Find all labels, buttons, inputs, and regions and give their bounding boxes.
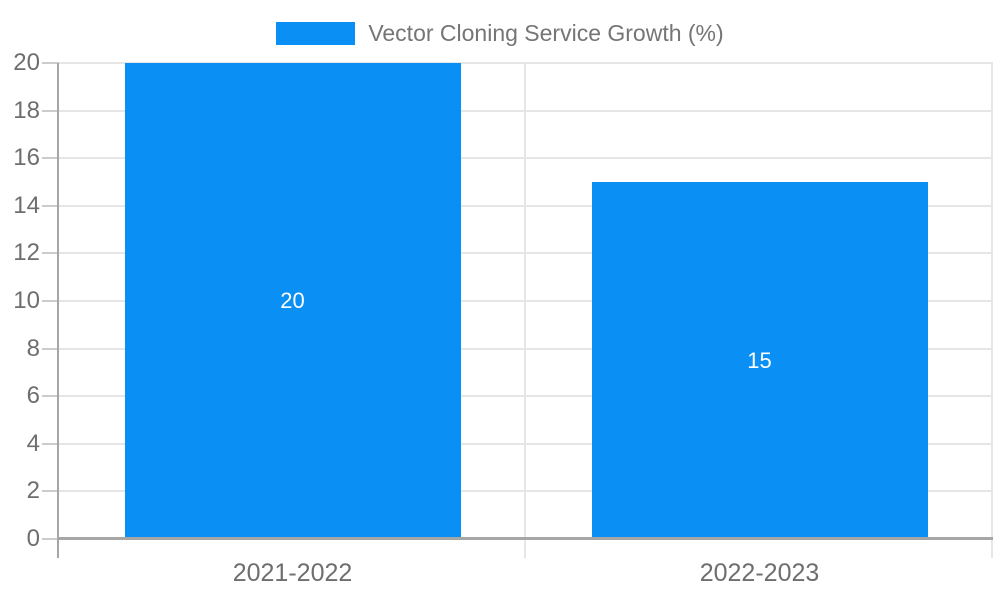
y-tick-12 <box>42 252 59 255</box>
y-tick-0 <box>42 538 59 540</box>
category-boundary-2 <box>991 63 993 558</box>
y-tick-20 <box>42 62 59 64</box>
y-tick-4 <box>42 442 59 445</box>
bar-2021-2022 <box>124 63 461 539</box>
y-axis-label-8: 8 <box>26 334 40 362</box>
y-tick-16 <box>42 157 59 160</box>
gridline-y-8 <box>59 347 993 350</box>
category-boundary-1 <box>524 63 526 558</box>
gridline-y-2 <box>59 490 993 493</box>
bar-value-label-2022-2023: 15 <box>747 347 772 373</box>
y-axis-label-4: 4 <box>26 429 40 457</box>
y-axis-label-2: 2 <box>26 477 40 505</box>
y-tick-18 <box>42 109 59 112</box>
y-axis-label-20: 20 <box>13 49 40 76</box>
y-tick-10 <box>42 300 59 302</box>
gridline-y-16 <box>59 157 993 160</box>
bar-2022-2023 <box>591 182 928 539</box>
gridline-y-12 <box>59 252 993 255</box>
gridline-y-6 <box>59 395 993 398</box>
chart-legend: Vector Cloning Service Growth (%) <box>0 20 1000 47</box>
y-axis-label-0: 0 <box>26 525 40 552</box>
gridline-y-4 <box>59 442 993 445</box>
plot-area: 20 15 <box>42 62 993 558</box>
legend-label: Vector Cloning Service Growth (%) <box>368 20 724 46</box>
x-axis-label-2022-2023: 2022-2023 <box>699 559 820 587</box>
gridline-y-10 <box>59 300 993 302</box>
x-axis-line <box>59 537 993 540</box>
y-axis-label-16: 16 <box>13 144 40 172</box>
y-axis-label-6: 6 <box>26 382 40 410</box>
y-tick-2 <box>42 490 59 493</box>
y-axis-line <box>57 63 59 558</box>
x-axis-label-2021-2022: 2021-2022 <box>232 559 353 587</box>
y-axis-label-12: 12 <box>13 239 40 267</box>
y-axis-label-10: 10 <box>13 287 40 314</box>
gridline-y-14 <box>59 204 993 207</box>
gridline-y-20 <box>59 62 993 64</box>
y-axis-label-18: 18 <box>13 96 40 124</box>
y-tick-6 <box>42 395 59 398</box>
bar-value-label-2021-2022: 20 <box>280 288 305 313</box>
gridline-y-18 <box>59 109 993 112</box>
y-tick-14 <box>42 204 59 207</box>
y-tick-8 <box>42 347 59 350</box>
legend-swatch <box>276 22 356 45</box>
y-axis-label-14: 14 <box>13 191 40 219</box>
